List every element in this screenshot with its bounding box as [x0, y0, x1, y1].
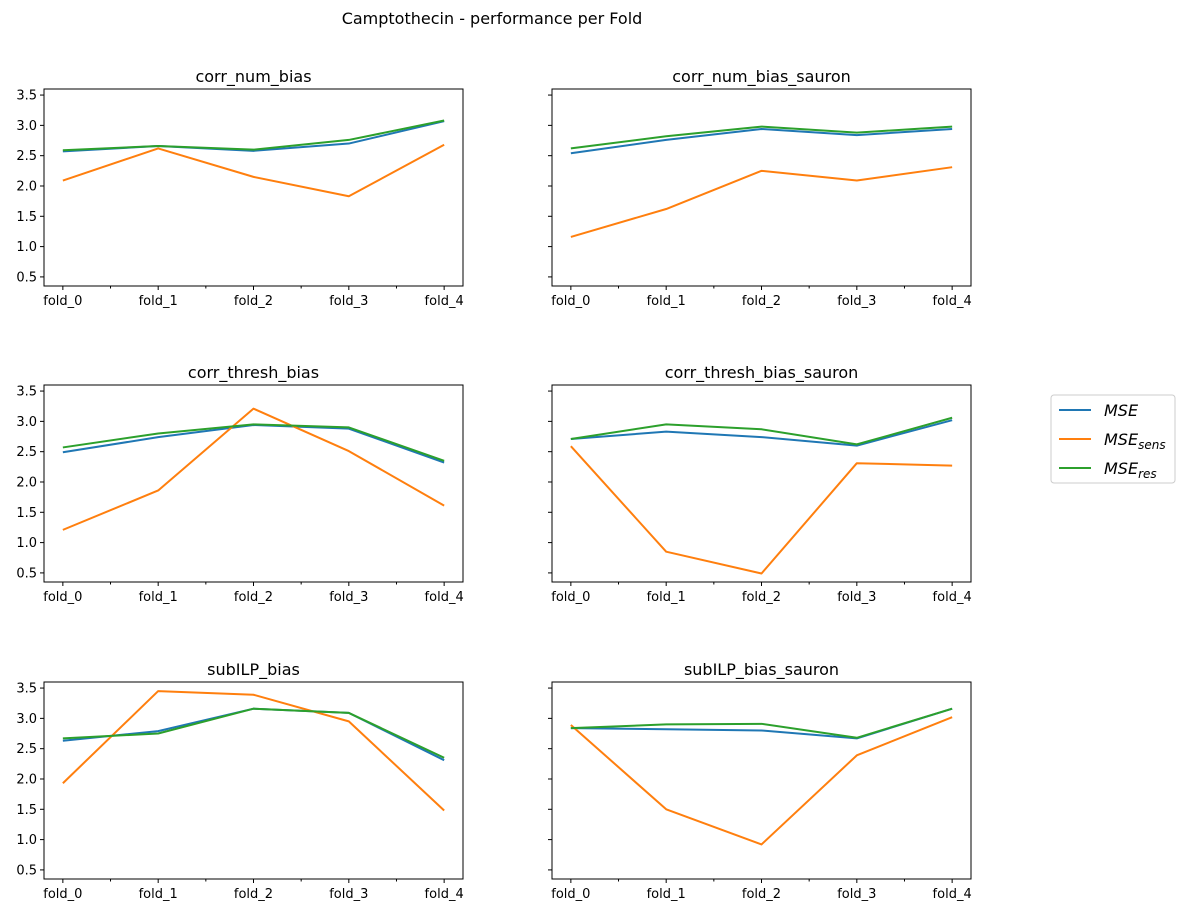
x-tick-label: fold_4 [933, 887, 972, 902]
y-tick-label: 3.5 [16, 89, 37, 104]
y-tick-label: 3.5 [16, 385, 37, 400]
x-tick-label: fold_0 [551, 294, 590, 309]
subplot-corr_thresh_bias: corr_thresh_bias 0.5 1.0 1.5 2.0 2.5 3.0 3.5 fol… [16, 363, 463, 605]
y-tick-label: 1.0 [16, 240, 37, 255]
x-tick-label: fold_4 [933, 590, 972, 605]
x-tick-label: fold_2 [742, 294, 781, 309]
x-tick-label: fold_4 [933, 294, 972, 309]
legend-label: MSE [1104, 401, 1139, 420]
x-tick-label: fold_1 [139, 590, 178, 605]
subplot-title: corr_thresh_bias [188, 363, 319, 383]
series-line-mse-res [62, 707, 445, 759]
x-tick-label: fold_0 [43, 590, 82, 605]
axes-frame [551, 88, 972, 287]
series-line-mse-sens [570, 445, 953, 575]
x-tick-label: fold_2 [742, 887, 781, 902]
y-tick-label: 0.5 [16, 863, 37, 878]
y-tick-label: 3.5 [16, 682, 37, 697]
x-tick-label: fold_3 [837, 590, 876, 605]
x-tick-label: fold_1 [647, 887, 686, 902]
y-tick-label: 0.5 [16, 270, 37, 285]
series-line-mse [570, 419, 953, 447]
y-tick-label: 2.0 [16, 179, 37, 194]
x-tick-label: fold_4 [425, 590, 464, 605]
subplot-subILP_bias: subILP_bias 0.5 1.0 1.5 2.0 2.5 3.0 3.5 fold_0 fo… [16, 660, 463, 902]
series-line-mse-res [570, 125, 953, 150]
x-tick-label: fold_2 [742, 590, 781, 605]
x-tick-label: fold_3 [837, 887, 876, 902]
subplot-corr_thresh_bias_sauron: corr_thresh_bias_sauron fold_0 fold_1 fold_… [548, 363, 972, 605]
subplot-title: corr_num_bias [195, 67, 311, 87]
subplot-subILP_bias_sauron: subILP_bias_sauron fold_0 fold_1 fold_2 fold… [548, 660, 972, 902]
subplot-title: subILP_bias [207, 660, 300, 680]
y-tick-label: 3.0 [16, 415, 37, 430]
axes-frame [43, 681, 464, 880]
subplot-corr_num_bias: corr_num_bias 0.5 1.0 1.5 2.0 2.5 3.0 3.5 fold_0… [16, 67, 463, 309]
y-tick-label: 2.5 [16, 742, 37, 757]
series-line-mse-sens [62, 407, 445, 531]
x-tick-label: fold_0 [43, 887, 82, 902]
axes-frame [551, 681, 972, 880]
y-tick-label: 2.5 [16, 149, 37, 164]
subplot-title: subILP_bias_sauron [684, 660, 839, 680]
x-tick-label: fold_4 [425, 294, 464, 309]
y-tick-label: 1.0 [16, 833, 37, 848]
x-tick-label: fold_0 [551, 887, 590, 902]
y-tick-label: 2.0 [16, 475, 37, 490]
x-tick-label: fold_0 [43, 294, 82, 309]
y-tick-label: 2.5 [16, 445, 37, 460]
axes-frame [43, 384, 464, 583]
x-tick-label: fold_1 [647, 590, 686, 605]
figure-title: Camptothecin - performance per Fold [342, 9, 643, 28]
x-tick-label: fold_3 [837, 294, 876, 309]
series-line-mse-sens [570, 166, 953, 238]
series-line-mse-res [62, 423, 445, 462]
subplot-grid: corr_num_bias 0.5 1.0 1.5 2.0 2.5 3.0 3.5 fold_0… [16, 67, 971, 902]
subplot-title: corr_thresh_bias_sauron [665, 363, 859, 383]
x-tick-label: fold_2 [234, 294, 273, 309]
y-tick-label: 1.5 [16, 803, 37, 818]
y-tick-label: 1.5 [16, 506, 37, 521]
x-tick-label: fold_1 [139, 887, 178, 902]
series-line-mse-res [62, 119, 445, 152]
x-tick-label: fold_2 [234, 590, 273, 605]
axes-frame [43, 88, 464, 287]
series-line-mse-sens [570, 716, 953, 846]
y-tick-label: 1.5 [16, 210, 37, 225]
y-tick-label: 0.5 [16, 566, 37, 581]
legend-box [1050, 394, 1176, 484]
series-line-mse [570, 128, 953, 155]
y-tick-label: 3.0 [16, 712, 37, 727]
x-tick-label: fold_4 [425, 887, 464, 902]
subplot-corr_num_bias_sauron: corr_num_bias_sauron fold_0 fold_1 fold_2 fo… [548, 67, 972, 309]
y-tick-label: 2.0 [16, 772, 37, 787]
x-tick-label: fold_3 [329, 590, 368, 605]
x-tick-label: fold_0 [551, 590, 590, 605]
x-tick-label: fold_3 [329, 294, 368, 309]
x-tick-label: fold_1 [647, 294, 686, 309]
series-line-mse-res [570, 416, 953, 446]
legend: MSE MSEsens MSEres [1050, 394, 1176, 484]
axes-frame [551, 384, 972, 583]
x-tick-label: fold_3 [329, 887, 368, 902]
series-line-mse-res [570, 707, 953, 739]
legend-label: MSEsens [1104, 430, 1166, 452]
series-line-mse [62, 707, 445, 762]
series-line-mse-sens [62, 690, 445, 812]
y-tick-label: 3.0 [16, 119, 37, 134]
legend-label: MSEres [1104, 459, 1157, 481]
x-tick-label: fold_1 [139, 294, 178, 309]
x-tick-label: fold_2 [234, 887, 273, 902]
y-tick-label: 1.0 [16, 536, 37, 551]
series-line-mse-sens [62, 143, 445, 198]
series-line-mse [62, 424, 445, 464]
subplot-title: corr_num_bias_sauron [672, 67, 851, 87]
